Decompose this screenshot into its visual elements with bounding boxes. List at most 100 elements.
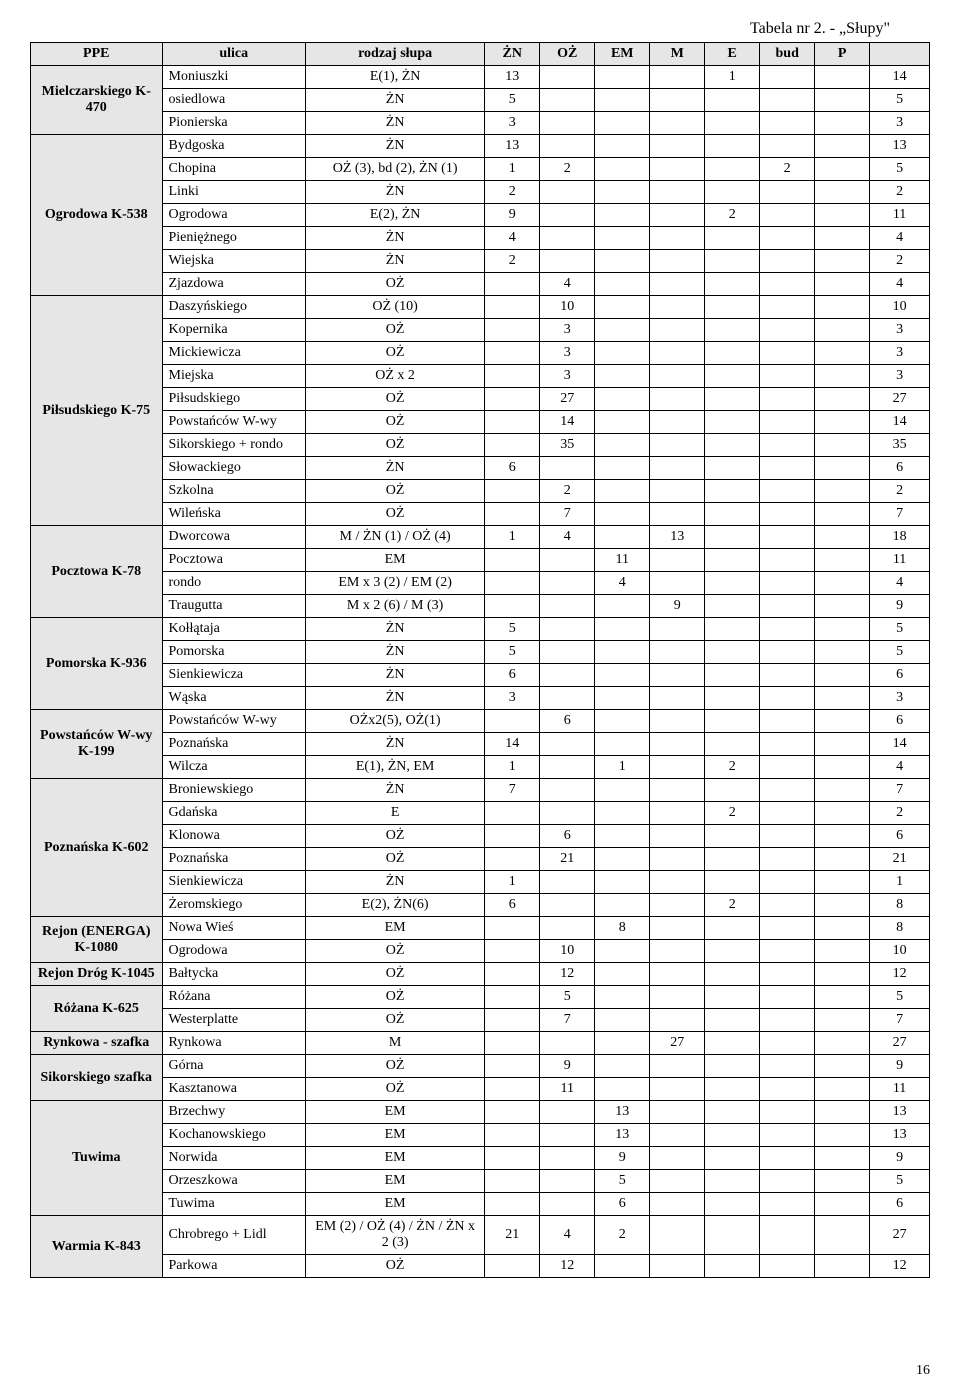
p-cell bbox=[815, 595, 870, 618]
oz-cell bbox=[540, 1124, 595, 1147]
em-cell: 13 bbox=[595, 1101, 650, 1124]
m-cell bbox=[650, 756, 705, 779]
oz-cell bbox=[540, 733, 595, 756]
m-cell bbox=[650, 503, 705, 526]
rodzaj-cell: EM bbox=[305, 1101, 484, 1124]
oz-cell: 27 bbox=[540, 388, 595, 411]
rodzaj-cell: E(1), ŻN bbox=[305, 66, 484, 89]
rodzaj-cell: OŻ bbox=[305, 319, 484, 342]
ulica-cell: Tuwima bbox=[162, 1193, 305, 1216]
em-cell bbox=[595, 871, 650, 894]
ulica-cell: Poznańska bbox=[162, 733, 305, 756]
ulica-cell: Chrobrego + Lidl bbox=[162, 1216, 305, 1255]
oz-cell bbox=[540, 756, 595, 779]
p-cell bbox=[815, 181, 870, 204]
zn-cell bbox=[485, 710, 540, 733]
rodzaj-cell: ŻN bbox=[305, 181, 484, 204]
oz-cell bbox=[540, 618, 595, 641]
table-row: Mielczarskiego K-470MoniuszkiE(1), ŻN131… bbox=[31, 66, 930, 89]
em-cell bbox=[595, 963, 650, 986]
em-cell bbox=[595, 710, 650, 733]
bud-cell bbox=[760, 480, 815, 503]
oz-cell: 2 bbox=[540, 480, 595, 503]
e-cell bbox=[705, 112, 760, 135]
e-cell bbox=[705, 1009, 760, 1032]
ppe-cell: Piłsudskiego K-75 bbox=[31, 296, 163, 526]
p-cell bbox=[815, 1255, 870, 1278]
table-row: TrauguttaM x 2 (6) / M (3)99 bbox=[31, 595, 930, 618]
em-cell bbox=[595, 618, 650, 641]
e-cell bbox=[705, 227, 760, 250]
p-cell bbox=[815, 1032, 870, 1055]
m-cell bbox=[650, 89, 705, 112]
ppe-cell: Tuwima bbox=[31, 1101, 163, 1216]
ulica-cell: Traugutta bbox=[162, 595, 305, 618]
rodzaj-cell: ŻN bbox=[305, 641, 484, 664]
m-cell bbox=[650, 480, 705, 503]
sum-cell: 27 bbox=[870, 1216, 930, 1255]
ulica-cell: Górna bbox=[162, 1055, 305, 1078]
rodzaj-cell: OŻ bbox=[305, 986, 484, 1009]
sum-cell: 9 bbox=[870, 1055, 930, 1078]
rodzaj-cell: EM bbox=[305, 1193, 484, 1216]
bud-cell bbox=[760, 411, 815, 434]
table-row: Rynkowa - szafkaRynkowaM2727 bbox=[31, 1032, 930, 1055]
m-cell bbox=[650, 986, 705, 1009]
e-cell bbox=[705, 526, 760, 549]
sum-cell: 13 bbox=[870, 1101, 930, 1124]
ulica-cell: Pocztowa bbox=[162, 549, 305, 572]
m-cell: 27 bbox=[650, 1032, 705, 1055]
m-cell bbox=[650, 572, 705, 595]
oz-cell bbox=[540, 871, 595, 894]
oz-cell bbox=[540, 1032, 595, 1055]
p-cell bbox=[815, 779, 870, 802]
ulica-cell: Moniuszki bbox=[162, 66, 305, 89]
col-header: M bbox=[650, 43, 705, 66]
table-title: Tabela nr 2. - „Słupy" bbox=[30, 20, 930, 38]
p-cell bbox=[815, 1055, 870, 1078]
rodzaj-cell: ŻN bbox=[305, 457, 484, 480]
ulica-cell: Pionierska bbox=[162, 112, 305, 135]
ulica-cell: Ogrodowa bbox=[162, 940, 305, 963]
p-cell bbox=[815, 1147, 870, 1170]
ulica-cell: Nowa Wieś bbox=[162, 917, 305, 940]
zn-cell bbox=[485, 1055, 540, 1078]
zn-cell: 14 bbox=[485, 733, 540, 756]
bud-cell bbox=[760, 1193, 815, 1216]
m-cell bbox=[650, 1009, 705, 1032]
rodzaj-cell: OŻ (10) bbox=[305, 296, 484, 319]
ulica-cell: Mickiewicza bbox=[162, 342, 305, 365]
ulica-cell: Brzechwy bbox=[162, 1101, 305, 1124]
m-cell bbox=[650, 963, 705, 986]
rodzaj-cell: ŻN bbox=[305, 733, 484, 756]
sum-cell: 4 bbox=[870, 227, 930, 250]
p-cell bbox=[815, 1216, 870, 1255]
bud-cell bbox=[760, 1216, 815, 1255]
zn-cell bbox=[485, 963, 540, 986]
ulica-cell: Słowackiego bbox=[162, 457, 305, 480]
zn-cell: 7 bbox=[485, 779, 540, 802]
p-cell bbox=[815, 457, 870, 480]
p-cell bbox=[815, 365, 870, 388]
table-row: Rejon (ENERGA) K-1080Nowa WieśEM88 bbox=[31, 917, 930, 940]
rodzaj-cell: M x 2 (6) / M (3) bbox=[305, 595, 484, 618]
em-cell bbox=[595, 825, 650, 848]
ulica-cell: Dworcowa bbox=[162, 526, 305, 549]
sum-cell: 6 bbox=[870, 825, 930, 848]
sum-cell: 10 bbox=[870, 940, 930, 963]
rodzaj-cell: E(1), ŻN, EM bbox=[305, 756, 484, 779]
bud-cell bbox=[760, 1009, 815, 1032]
oz-cell bbox=[540, 572, 595, 595]
em-cell bbox=[595, 687, 650, 710]
sum-cell: 9 bbox=[870, 1147, 930, 1170]
rodzaj-cell: OŻ bbox=[305, 480, 484, 503]
bud-cell bbox=[760, 963, 815, 986]
p-cell bbox=[815, 572, 870, 595]
p-cell bbox=[815, 296, 870, 319]
zn-cell: 13 bbox=[485, 66, 540, 89]
bud-cell bbox=[760, 250, 815, 273]
em-cell bbox=[595, 1255, 650, 1278]
table-row: PomorskaŻN55 bbox=[31, 641, 930, 664]
e-cell: 2 bbox=[705, 756, 760, 779]
bud-cell bbox=[760, 296, 815, 319]
